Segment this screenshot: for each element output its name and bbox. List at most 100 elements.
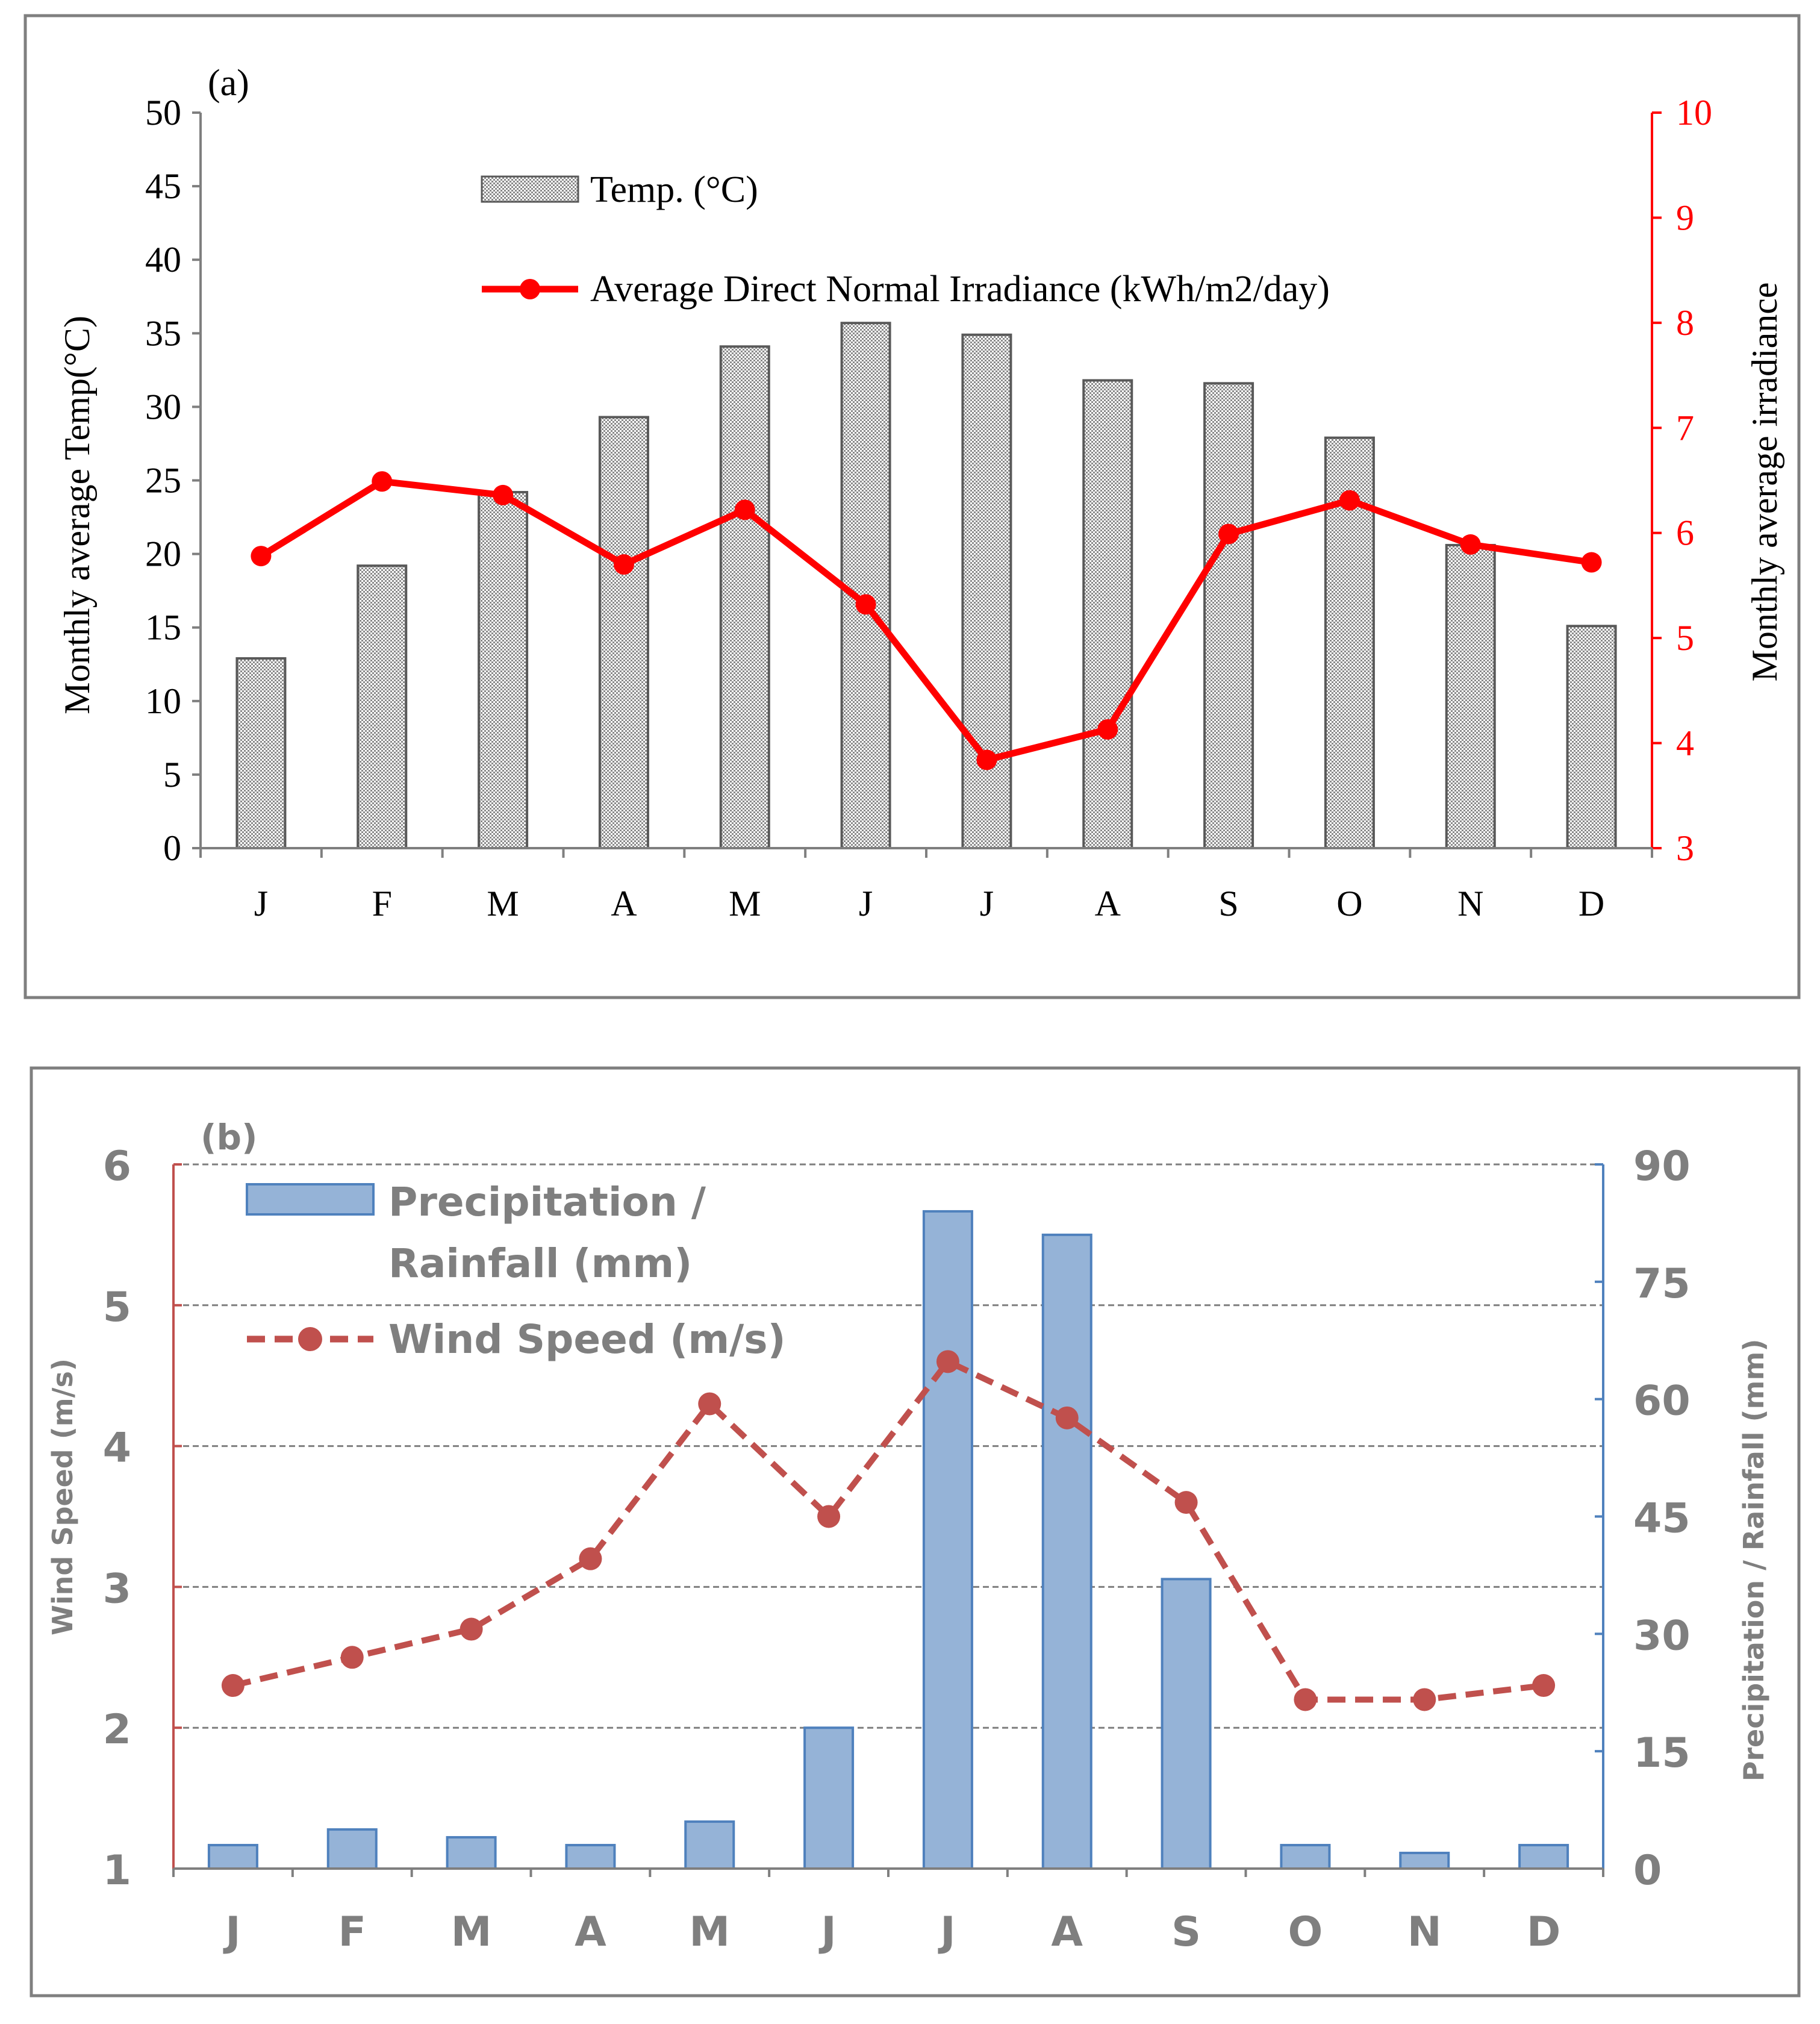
panel-b-legend: Precipitation / Rainfall (mm) Wind Speed…	[246, 1179, 786, 1363]
a-left-tick-label: 30	[145, 387, 181, 426]
panel-a-right-axis: 3 4 5 6 7 8 9 10	[1651, 93, 1712, 868]
b-x-tick-label: A	[1051, 1908, 1083, 1956]
legend-wind-label: Wind Speed (m/s)	[388, 1316, 786, 1363]
panel-b-rainfall-bars	[207, 1210, 1569, 1870]
b-x-tick-label: S	[1171, 1908, 1201, 1956]
panel-b-y-axis-title: Wind Speed (m/s)	[46, 1358, 79, 1635]
b-rainfall-bar	[207, 1844, 258, 1870]
a-irradiance-point	[976, 749, 997, 770]
b-wind-point	[460, 1617, 483, 1641]
a-temp-bar	[1445, 543, 1496, 849]
a-right-tick-label: 7	[1676, 408, 1694, 448]
b-wind-point	[1055, 1406, 1079, 1429]
a-x-tick-label: M	[487, 884, 519, 923]
b-wind-point	[817, 1505, 841, 1528]
b-x-tick-label: O	[1288, 1908, 1323, 1956]
a-right-tick-label: 9	[1676, 198, 1694, 237]
b-rainfall-bar	[446, 1836, 497, 1870]
a-left-tick-label: 40	[145, 240, 181, 280]
panel-a-frame	[23, 14, 1801, 999]
b-left-tick-label: 6	[103, 1143, 131, 1190]
a-temp-bar	[1566, 625, 1617, 850]
b-rainfall-bar	[684, 1820, 735, 1870]
a-left-tick-label: 10	[145, 681, 181, 721]
b-wind-path	[232, 1358, 1544, 1703]
panel-a-y2-axis-title: Monthly average irradiance	[1745, 282, 1784, 681]
a-left-tick-label: 35	[145, 313, 181, 353]
panel-b-wind-line	[221, 1350, 1556, 1711]
panel-b-label: (b)	[201, 1117, 258, 1158]
b-x-tick-label: D	[1527, 1908, 1560, 1956]
a-right-tick-label: 4	[1676, 723, 1694, 763]
a-left-tick-label: 5	[163, 755, 181, 795]
b-x-tick-label: A	[575, 1908, 606, 1956]
a-x-tick-label: J	[859, 884, 873, 923]
a-x-tick-label: D	[1578, 884, 1604, 923]
b-right-tick-label: 90	[1633, 1143, 1691, 1190]
a-x-tick-label: A	[611, 884, 637, 923]
legend-temp-label: Temp. (°C)	[590, 169, 758, 210]
b-wind-point	[936, 1350, 959, 1373]
b-left-tick-label: 2	[103, 1706, 131, 1754]
panel-b-gridlines	[173, 1163, 1603, 1729]
a-irradiance-point	[372, 471, 393, 492]
b-rainfall-bar	[1041, 1233, 1092, 1870]
b-rainfall-bar	[1518, 1844, 1569, 1870]
a-irradiance-point	[1218, 523, 1239, 545]
a-left-tick-label: 50	[145, 93, 181, 133]
panel-a-temperature-bars	[235, 322, 1617, 850]
panel-a-legend: Temp. (°C) Average Direct Normal Irradia…	[481, 169, 1330, 310]
b-right-tick-label: 75	[1633, 1260, 1691, 1308]
a-right-tick-label: 6	[1676, 513, 1694, 553]
b-wind-point	[1413, 1688, 1436, 1711]
b-wind-point	[1174, 1491, 1198, 1514]
b-wind-point	[698, 1392, 721, 1416]
a-x-tick-label: A	[1095, 884, 1121, 923]
a-irradiance-path	[259, 478, 1592, 763]
b-right-tick-label: 15	[1633, 1729, 1691, 1777]
panel-a-left-axis: 0 5 10 15 20 25 30 35 40 45 50	[145, 93, 202, 868]
panel-b-frame	[30, 1066, 1801, 1997]
a-x-tick-label: J	[254, 884, 268, 923]
a-irradiance-point	[855, 594, 876, 615]
b-rainfall-bar	[922, 1210, 973, 1870]
a-x-tick-label: M	[729, 884, 761, 923]
a-x-tick-label: O	[1336, 884, 1362, 923]
legend-temp-swatch	[481, 175, 579, 203]
b-right-tick-label: 45	[1633, 1495, 1691, 1543]
b-x-tick-label: J	[938, 1908, 955, 1956]
a-temp-bar	[357, 564, 408, 849]
a-irradiance-point	[1339, 490, 1360, 511]
a-irradiance-point	[734, 499, 755, 520]
b-left-tick-label: 3	[103, 1565, 131, 1613]
b-x-tick-label: M	[451, 1908, 492, 1956]
b-rainfall-bar	[565, 1844, 616, 1870]
b-rainfall-bar	[326, 1828, 378, 1870]
legend-irradiance-label: Average Direct Normal Irradiance (kWh/m2…	[590, 269, 1330, 310]
b-wind-point	[221, 1674, 245, 1698]
a-left-tick-label: 15	[145, 608, 181, 648]
b-x-tick-label: J	[223, 1908, 240, 1956]
b-left-tick-label: 5	[103, 1284, 131, 1331]
a-temp-bar	[478, 491, 529, 849]
b-wind-point	[1532, 1674, 1556, 1698]
a-temp-bar	[840, 322, 891, 849]
a-temp-bar	[598, 416, 649, 849]
a-x-tick-label: S	[1218, 884, 1238, 923]
b-wind-point	[579, 1547, 602, 1570]
a-irradiance-point	[1460, 534, 1481, 555]
b-rainfall-bar	[803, 1726, 855, 1870]
a-temp-bar	[719, 345, 770, 849]
a-right-tick-label: 8	[1676, 303, 1694, 343]
b-right-tick-label: 60	[1633, 1378, 1691, 1425]
legend-rainfall-swatch	[246, 1183, 375, 1216]
b-rainfall-bar	[1161, 1578, 1212, 1870]
b-x-tick-label: J	[818, 1908, 836, 1956]
a-right-tick-label: 10	[1676, 93, 1712, 133]
a-irradiance-point	[251, 546, 272, 567]
